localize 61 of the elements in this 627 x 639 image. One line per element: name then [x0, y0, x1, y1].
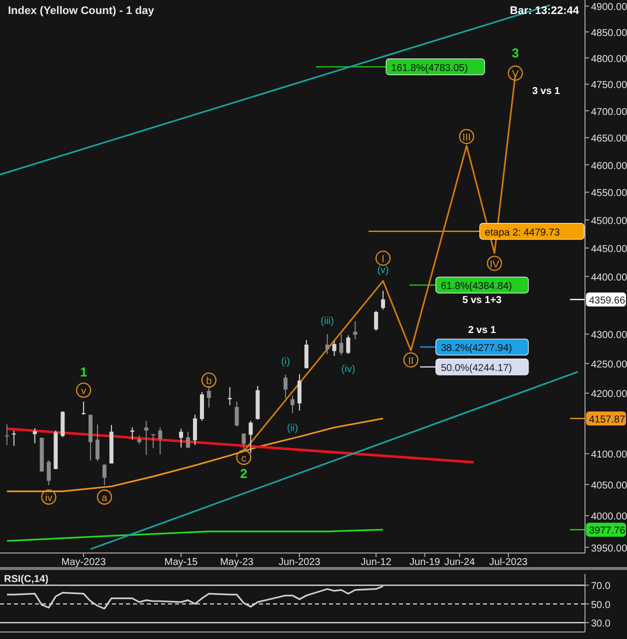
annotation: iv: [45, 493, 52, 504]
ref-line-label: 38.2%(4277.94): [440, 343, 512, 354]
annotation: 2 vs 1: [468, 325, 496, 336]
annotation: 3: [512, 46, 519, 61]
annotation: b: [206, 376, 212, 388]
ref-line-label: etapa 2: 4479.73: [484, 227, 560, 238]
y-tick-label: 4600.00: [591, 160, 627, 172]
chart-title: Index (Yellow Count) - 1 day: [8, 5, 155, 17]
chart-title: RSI(C,14): [4, 574, 48, 585]
y-tick-label: 4800.00: [591, 54, 627, 65]
annotation: Bar: 13:22:44: [510, 5, 580, 17]
annotation: V: [512, 69, 520, 80]
annotation: (ii): [286, 422, 298, 434]
annotation: a: [102, 493, 108, 504]
x-tick-label: May-15: [164, 557, 198, 568]
annotation: II: [408, 356, 414, 367]
annotation: (i): [281, 356, 290, 368]
annotation: IV: [490, 259, 500, 270]
annotation: v: [81, 386, 86, 398]
y-tick-label: 30.0: [591, 618, 611, 630]
y-tick-label: 4750.00: [591, 80, 627, 92]
y-tick-label: 50.0: [591, 600, 611, 611]
annotation: (iv): [341, 364, 356, 376]
annotation: c: [241, 453, 246, 464]
x-tick-label: May-23: [220, 557, 254, 568]
x-tick-label: Jun-19: [410, 557, 441, 568]
y-tick-label: 4200.00: [591, 389, 627, 400]
x-tick-label: Jun-12: [360, 557, 392, 568]
y-tick-label: 4900.00: [591, 2, 627, 14]
ref-line-label: 4359.66: [589, 296, 626, 307]
y-tick-label: 4250.00: [591, 359, 627, 370]
ref-line-label: 50.0%(4244.17): [440, 362, 512, 374]
annotation: 3 vs 1: [532, 86, 560, 97]
x-tick-label: Jun-2023: [278, 557, 321, 568]
ref-line-label: 3977.76: [589, 526, 626, 537]
y-tick-label: 4500.00: [591, 216, 627, 227]
y-tick-label: 3950.00: [591, 543, 627, 554]
ref-line-label: 4157.87: [589, 414, 626, 426]
annotation: 2: [240, 466, 248, 482]
annotation: 5 vs 1+3: [462, 295, 502, 306]
y-tick-label: 4700.00: [591, 106, 627, 118]
y-tick-label: 4650.00: [591, 134, 627, 145]
x-tick-label: Jul-2023: [489, 557, 528, 568]
y-tick-label: 4000.00: [591, 512, 627, 523]
annotation: (iii): [320, 316, 334, 328]
y-tick-label: 4850.00: [591, 28, 627, 39]
ref-line-label: 161.8%(4783.05): [391, 62, 468, 74]
y-tick-label: 4450.00: [591, 244, 627, 256]
y-tick-label: 4050.00: [591, 480, 627, 492]
x-tick-label: May-2023: [61, 557, 106, 568]
annotation: I: [382, 254, 384, 266]
annotation: 1: [80, 364, 88, 380]
annotation: (v): [377, 264, 389, 276]
x-tick-label: Jun-24: [444, 557, 476, 568]
y-tick-label: 4300.00: [591, 330, 627, 342]
ref-line-label: 61.8%(4384.84): [440, 281, 512, 292]
y-tick-label: 70.0: [591, 581, 611, 592]
y-tick-label: 4100.00: [591, 450, 627, 461]
y-tick-label: 4400.00: [591, 272, 627, 284]
y-tick-label: 4550.00: [591, 188, 627, 200]
annotation: III: [462, 132, 471, 144]
